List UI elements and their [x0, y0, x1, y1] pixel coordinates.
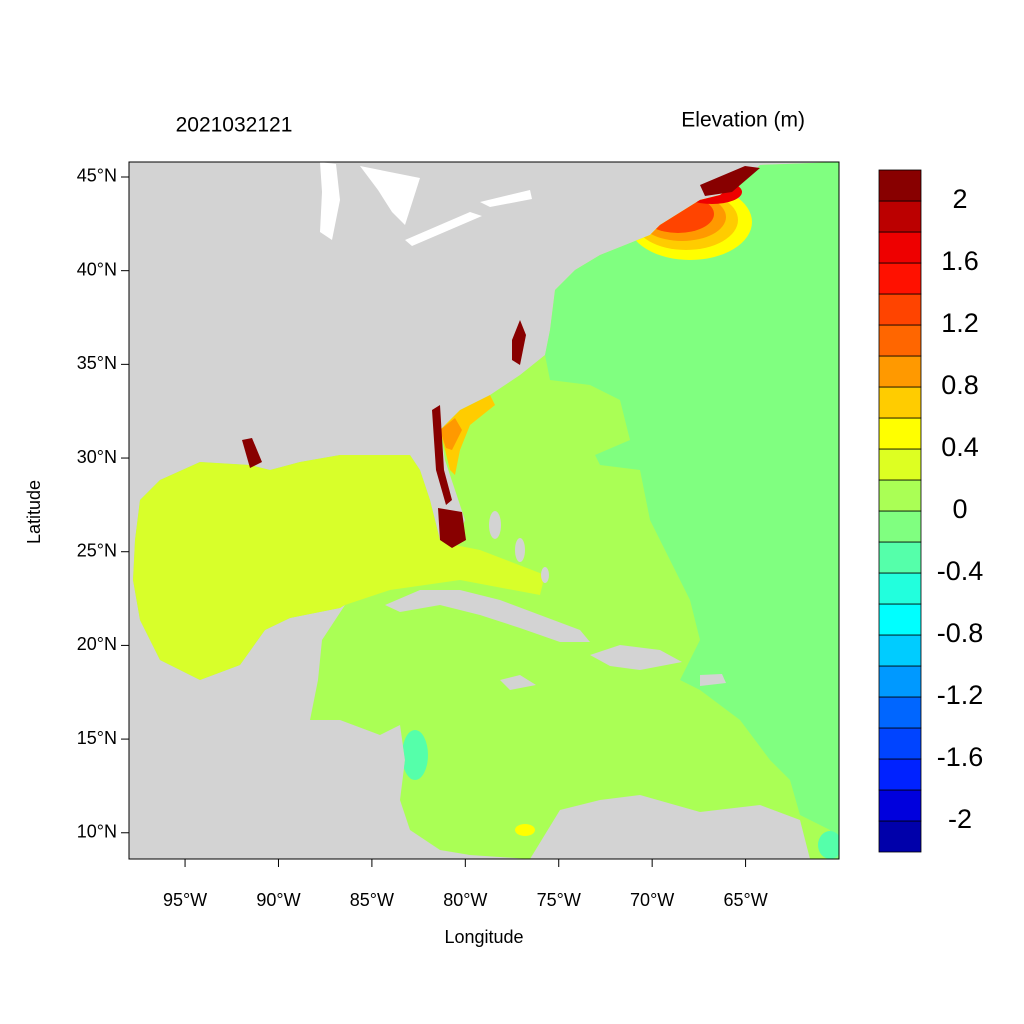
y-tick-label: 45°N [77, 166, 117, 186]
date-label: 2021032121 [176, 114, 293, 137]
bahamas [515, 538, 525, 562]
coastal-surge [515, 824, 535, 836]
map-panel [128, 161, 840, 860]
colorbar-box [878, 200, 922, 233]
x-tick-label: 80°W [443, 890, 487, 910]
hispaniola [590, 645, 682, 670]
lake-michigan [320, 162, 340, 240]
colorbar-label: 0.4 [941, 432, 979, 462]
x-tick-label: 65°W [723, 890, 767, 910]
colorbar-box [878, 758, 922, 791]
puerto-rico [700, 674, 726, 686]
x-tick-label: 85°W [350, 890, 394, 910]
x-tick-label: 75°W [537, 890, 581, 910]
colorbar-label: 0 [952, 494, 967, 524]
colorbar-box [878, 293, 922, 326]
colorbar-label: 0.8 [941, 370, 979, 400]
y-tick-label: 35°N [77, 353, 117, 373]
lake-huron [360, 166, 420, 225]
x-tick-label: 70°W [630, 890, 674, 910]
colorbar-box [878, 479, 922, 512]
islands [385, 511, 726, 690]
colorbar-box [878, 386, 922, 419]
x-axis-label: Longitude [444, 927, 523, 947]
colorbar-box [878, 231, 922, 264]
y-tick-label: 40°N [77, 259, 117, 279]
colorbar-box [878, 262, 922, 295]
colorbar-box [878, 634, 922, 667]
jamaica [500, 675, 536, 690]
gulf-water [133, 455, 545, 680]
colorbar-box [878, 510, 922, 543]
colorbar-label: -0.4 [937, 556, 984, 586]
colorbar-label: -1.6 [937, 742, 984, 772]
inundation [242, 166, 760, 548]
colorbar-box [878, 417, 922, 450]
y-tick-label: 30°N [77, 447, 117, 467]
colorbar-box [878, 572, 922, 605]
map-frame [128, 161, 840, 860]
bahamas [541, 567, 549, 583]
colorbar-box [878, 169, 922, 202]
x-tick-label: 90°W [256, 890, 300, 910]
lake-erie [405, 212, 482, 246]
x-tick-label: 95°W [163, 890, 207, 910]
colorbar-label: 1.6 [941, 246, 979, 276]
low-water [402, 730, 428, 780]
inundation-florida [438, 508, 466, 548]
y-tick-label: 20°N [77, 634, 117, 654]
colorbar-box [878, 665, 922, 698]
colorbar-box [878, 820, 922, 853]
y-tick-label: 15°N [77, 728, 117, 748]
lakes [320, 162, 532, 246]
colorbar-box [878, 696, 922, 729]
inundation-carolina [512, 320, 526, 365]
colorbar-label: -0.8 [937, 618, 984, 648]
coastal-surge [440, 395, 495, 475]
colorbar-label: 1.2 [941, 308, 979, 338]
low-water [818, 831, 839, 859]
y-axis-label: Latitude [24, 480, 44, 544]
bahamas [489, 511, 501, 539]
colorbar-box [878, 789, 922, 822]
coastal-surge [440, 418, 462, 450]
variable-label: Elevation (m) [681, 109, 805, 132]
colorbar-box [878, 355, 922, 388]
cuba [385, 590, 590, 642]
y-tick-label: 25°N [77, 540, 117, 560]
inundation-georgia [432, 405, 452, 505]
lake-ontario [480, 190, 532, 207]
colorbar-box [878, 727, 922, 760]
colorbar-label: 2 [952, 184, 967, 214]
inundation-maine [700, 166, 760, 196]
colorbar-label: -1.2 [937, 680, 984, 710]
atlantic-water [545, 162, 839, 859]
colorbar-box [878, 324, 922, 357]
y-tick-label: 10°N [77, 822, 117, 842]
inundation-louisiana [242, 438, 262, 468]
colorbar-box [878, 541, 922, 574]
colorbar-box [878, 448, 922, 481]
colorbar-label: -2 [948, 804, 972, 834]
colorbar-box [878, 603, 922, 636]
